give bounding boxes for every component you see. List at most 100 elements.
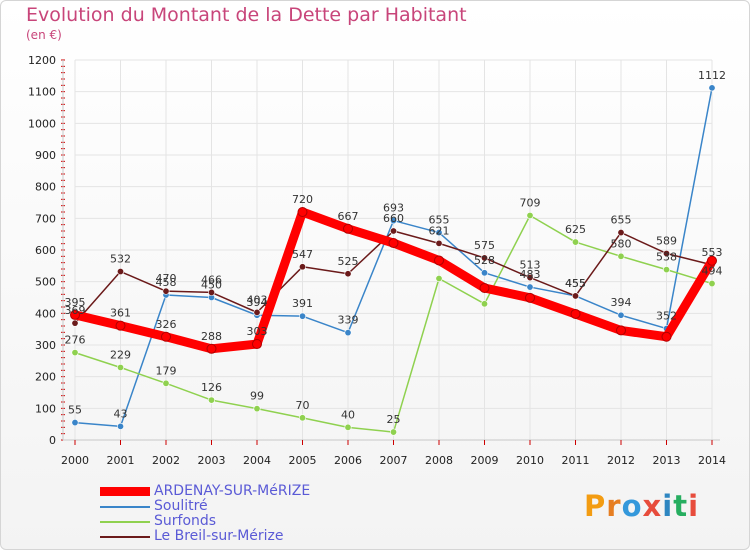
chart-subtitle: (en €)	[26, 28, 62, 42]
data-point	[253, 308, 261, 316]
data-label: 126	[201, 381, 222, 394]
data-label: 667	[338, 210, 359, 223]
data-point	[389, 428, 397, 436]
data-label: 655	[429, 214, 450, 227]
data-label: 40	[341, 408, 355, 421]
data-label: 303	[247, 325, 268, 338]
legend-label: Soulitré	[154, 498, 208, 514]
data-point	[344, 423, 352, 431]
data-point	[662, 249, 670, 257]
data-label: 538	[656, 251, 677, 264]
data-label: 660	[383, 212, 404, 225]
data-label: 575	[474, 239, 495, 252]
data-label: 547	[292, 248, 313, 261]
data-point	[570, 308, 581, 319]
data-point	[115, 320, 126, 331]
data-label: 455	[565, 277, 586, 290]
x-tick-label: 2001	[107, 454, 135, 467]
data-label: 326	[156, 318, 177, 331]
y-tick-label: 1100	[28, 86, 56, 99]
data-point	[526, 211, 534, 219]
x-tick-label: 2008	[425, 454, 453, 467]
data-label: 352	[656, 310, 677, 323]
data-point	[297, 207, 308, 217]
data-point	[208, 288, 216, 296]
data-label: 1112	[698, 69, 726, 82]
y-tick-label: 600	[35, 244, 56, 257]
data-point	[617, 229, 625, 237]
x-tick-label: 2011	[562, 454, 590, 467]
y-tick-label: 500	[35, 276, 56, 289]
data-point	[434, 255, 444, 266]
data-point	[708, 280, 716, 288]
legend-item: Le Breil-sur-Mérize	[100, 529, 310, 544]
data-label: 99	[250, 390, 264, 403]
data-point	[661, 331, 672, 342]
x-tick-label: 2006	[334, 454, 362, 467]
data-label: 513	[520, 259, 541, 272]
data-point	[298, 414, 306, 422]
legend-item: ARDENAY-SUR-MéRIZE	[100, 484, 310, 499]
data-label: 394	[611, 296, 632, 309]
x-tick-label: 2013	[653, 454, 681, 467]
data-point	[253, 405, 261, 413]
legend-label: Surfonds	[154, 513, 217, 529]
data-point	[70, 309, 80, 320]
legend-swatch	[100, 520, 150, 523]
data-label: 693	[383, 202, 404, 215]
data-label: 580	[611, 237, 632, 250]
data-point	[206, 343, 217, 354]
data-point	[617, 252, 625, 260]
data-label: 288	[201, 330, 222, 343]
data-label: 709	[520, 196, 541, 209]
y-tick-label: 1200	[28, 54, 56, 67]
data-point	[343, 223, 353, 234]
data-point	[707, 255, 717, 266]
data-label: 625	[565, 223, 586, 236]
y-tick-label: 1000	[28, 117, 56, 130]
data-point	[71, 319, 79, 327]
x-tick-label: 2007	[380, 454, 408, 467]
data-label: 361	[110, 307, 131, 320]
data-label: 391	[292, 297, 313, 310]
data-label: 532	[110, 253, 131, 266]
legend-item: Surfonds	[100, 514, 310, 529]
data-label: 466	[201, 273, 222, 286]
data-point	[298, 263, 306, 271]
data-label: 455	[565, 277, 586, 290]
y-tick-label: 400	[35, 307, 56, 320]
data-label: 528	[474, 254, 495, 267]
data-point	[526, 283, 534, 291]
data-label: 179	[156, 364, 177, 377]
data-label: 589	[656, 234, 677, 247]
y-tick-label: 0	[49, 434, 56, 447]
y-tick-label: 200	[35, 371, 56, 384]
data-point	[708, 84, 716, 92]
x-tick-label: 2000	[61, 454, 89, 467]
data-point	[252, 339, 262, 350]
data-label: 229	[110, 348, 131, 361]
line-chart: 0 100 200 300 400 500 600 700 800 900 1000 1100 1200…	[28, 54, 726, 467]
data-point	[388, 238, 399, 249]
data-label: 25	[387, 413, 401, 426]
data-point	[389, 227, 397, 235]
x-tick-label: 2003	[198, 454, 226, 467]
data-label: 621	[429, 224, 450, 237]
data-point	[479, 283, 490, 293]
data-point	[617, 311, 625, 319]
x-tick-label: 2012	[607, 454, 635, 467]
legend-label: Le Breil-sur-Mérize	[154, 528, 284, 544]
data-point	[435, 229, 443, 237]
legend-swatch	[100, 505, 150, 508]
x-tick-label: 2009	[471, 454, 499, 467]
data-point	[662, 266, 670, 274]
data-point	[162, 379, 170, 387]
data-label: 369	[65, 304, 86, 317]
data-label: 395	[65, 296, 86, 309]
data-point	[117, 268, 125, 276]
y-tick-label: 100	[35, 402, 56, 415]
data-label: 339	[338, 314, 359, 327]
y-tick-label: 700	[35, 212, 56, 225]
legend-label: ARDENAY-SUR-MéRIZE	[154, 483, 311, 499]
data-point	[526, 274, 534, 282]
